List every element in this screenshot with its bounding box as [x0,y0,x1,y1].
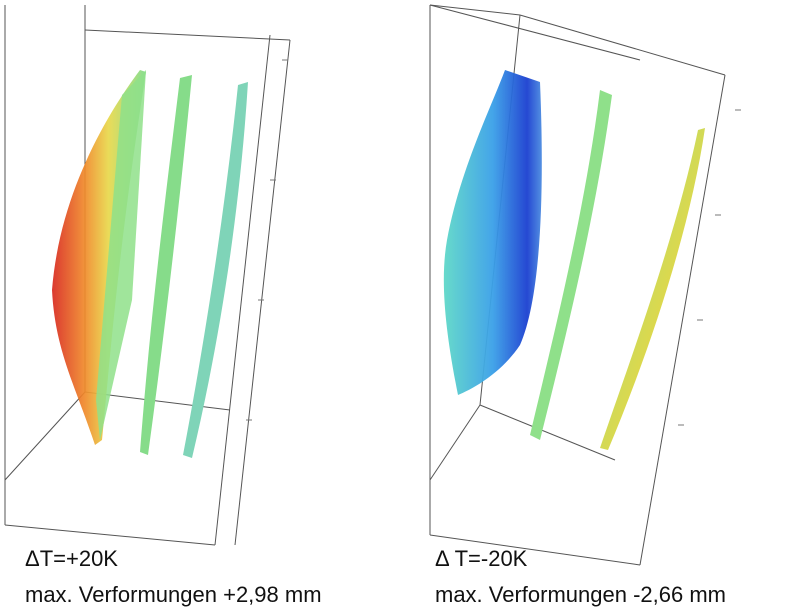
surface [140,75,192,455]
left-plot [5,5,290,545]
panel-caption: max. Verformungen -2,66 mm [435,582,726,607]
box-edge [5,525,215,545]
panel-caption: max. Verformungen +2,98 mm [25,582,322,607]
panel-title: Δ T=-20K [435,546,528,571]
figure: ΔT=+20K max. Verformungen +2,98 mm Δ T=-… [0,0,803,613]
surface [444,70,542,395]
box-edge [5,392,85,480]
panel-title: ΔT=+20K [25,546,118,571]
surface [183,82,248,458]
page: ΔT=+20K max. Verformungen +2,98 mm Δ T=-… [0,0,803,613]
box-edge [430,5,640,60]
box-edge [520,15,725,75]
box-edge [480,405,615,460]
box-edge [85,30,290,40]
box-edge [430,405,480,480]
right-plot [430,5,741,565]
surface [530,90,612,440]
surface [600,128,705,450]
box-edge [430,5,520,15]
